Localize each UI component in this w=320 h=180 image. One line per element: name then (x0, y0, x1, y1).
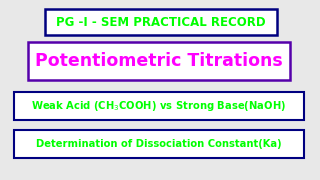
Text: Potentiometric Titrations: Potentiometric Titrations (35, 52, 283, 70)
FancyBboxPatch shape (28, 42, 290, 80)
Text: Weak Acid (CH$_3$COOH) vs Strong Base(NaOH): Weak Acid (CH$_3$COOH) vs Strong Base(Na… (31, 99, 286, 113)
FancyBboxPatch shape (45, 9, 277, 35)
Text: PG -I - SEM PRACTICAL RECORD: PG -I - SEM PRACTICAL RECORD (56, 15, 266, 28)
FancyBboxPatch shape (14, 92, 304, 120)
Text: Determination of Dissociation Constant(Ka): Determination of Dissociation Constant(K… (36, 139, 282, 149)
FancyBboxPatch shape (14, 130, 304, 158)
